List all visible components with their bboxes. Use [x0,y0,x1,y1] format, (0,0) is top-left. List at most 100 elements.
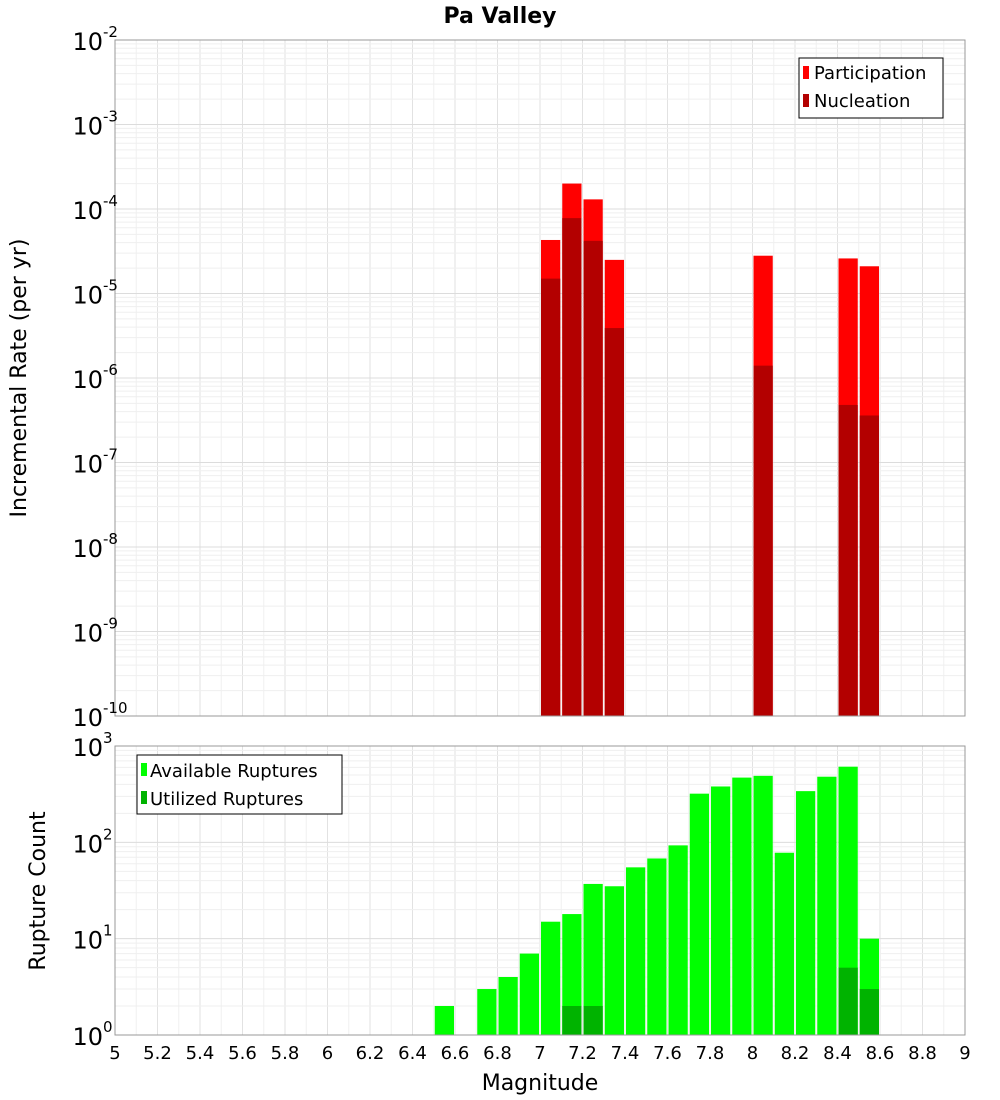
rate-bar-nucleation [583,240,603,716]
rate-plot-border [114,39,966,717]
y-tick-label-exponent: -10 [103,699,128,717]
chart-title: Pa Valley [443,4,556,29]
count-bars [434,766,879,1035]
y-tick-label-base: 10 [72,1023,103,1051]
x-tick-label: 8.6 [866,1043,895,1064]
count-bar-available-ruptures [711,786,731,1035]
rate-bars [541,183,879,717]
x-tick-labels: 5 5.2 5.4 5.6 5.8 6 6.2 6.4 6.6 6.8 7 7.2 7.4 7.6 7.8 8… [109,1043,970,1064]
x-tick-label: 5 [109,1043,120,1064]
y-tick-label-exponent: -9 [103,615,118,633]
y-tick-label-base: 10 [72,366,103,394]
x-tick-label: 5.4 [186,1043,215,1064]
x-tick-label: 7.2 [568,1043,597,1064]
x-tick-label: 8 [747,1043,758,1064]
count-bar-utilized-ruptures [583,1006,603,1035]
rate-y-axis-label: Incremental Rate (per yr) [7,239,32,518]
y-tick-label-base: 10 [72,620,103,648]
available-legend-label: Available Ruptures [150,761,318,782]
participation-legend-label: Participation [814,63,926,84]
y-tick-label-exponent: -7 [103,446,118,464]
y-tick-label-exponent: 1 [103,922,113,940]
count-bar-utilized-ruptures [859,989,879,1035]
x-tick-label: 5.2 [143,1043,172,1064]
y-tick-label-exponent: -8 [103,530,118,548]
rate-grid [114,40,966,717]
x-tick-label: 7.4 [611,1043,640,1064]
x-tick-label: 5.6 [228,1043,257,1064]
x-tick-label: 6.8 [483,1043,512,1064]
count-y-axis-label: Rupture Count [26,811,51,971]
x-tick-label: 6 [322,1043,333,1064]
y-tick-label-base: 10 [72,113,103,141]
y-tick-label-exponent: 2 [103,825,113,843]
x-tick-label: 6.4 [398,1043,427,1064]
rate-bar-nucleation [753,365,773,716]
count-bar-available-ruptures [753,775,773,1035]
nucleation-legend-swatch [803,94,809,107]
y-tick-label-base: 10 [72,28,103,56]
count-bar-available-ruptures [626,867,646,1035]
y-tick-label-exponent: -6 [103,361,118,379]
count-bar-available-ruptures [498,977,518,1035]
x-tick-label: 7.6 [653,1043,682,1064]
count-bar-available-ruptures [519,953,539,1035]
count-bar-available-ruptures [541,921,561,1035]
count-legend: Available Ruptures Utilized Ruptures [136,754,343,815]
y-tick-label-base: 10 [72,927,103,955]
x-tick-label: 9 [959,1043,970,1064]
count-bar-utilized-ruptures [838,967,858,1035]
y-tick-label-base: 10 [72,535,103,563]
x-tick-label: 6.6 [441,1043,470,1064]
count-bar-available-ruptures [583,883,603,1035]
count-bar-available-ruptures [796,791,816,1035]
x-tick-label: 7 [534,1043,545,1064]
x-tick-label: 7.8 [696,1043,725,1064]
available-legend-swatch [141,763,147,776]
count-bar-available-ruptures [817,776,837,1035]
y-tick-label-exponent: 0 [103,1018,113,1036]
rate-bar-nucleation [604,328,624,716]
y-tick-label-exponent: -4 [103,192,118,210]
y-tick-label-exponent: 3 [103,729,113,747]
y-tick-label-exponent: -5 [103,277,118,295]
rate-bar-nucleation [562,218,582,716]
rate-legend-box [798,57,944,119]
nucleation-legend-label: Nucleation [814,91,910,112]
y-tick-label-exponent: -2 [103,23,118,41]
y-tick-label-base: 10 [72,830,103,858]
count-bar-available-ruptures [477,989,497,1035]
count-bar-available-ruptures [689,793,709,1035]
x-tick-label: 8.4 [823,1043,852,1064]
utilized-legend-swatch [141,791,147,804]
count-bar-available-ruptures [668,845,688,1035]
x-tick-label: 8.8 [908,1043,937,1064]
x-tick-label: 5.8 [271,1043,300,1064]
y-tick-label-base: 10 [72,704,103,732]
count-legend-box [136,754,343,815]
x-tick-label: 6.2 [356,1043,385,1064]
count-bar-available-ruptures [647,858,667,1035]
rate-bar-nucleation [859,415,879,716]
count-plot-border [114,745,966,1036]
count-bar-available-ruptures [604,886,624,1035]
x-tick-label: 8.2 [781,1043,810,1064]
y-tick-label-base: 10 [72,734,103,762]
count-bar-utilized-ruptures [562,1006,582,1035]
y-tick-label-exponent: -3 [103,108,118,126]
x-axis-label: Magnitude [482,1071,599,1096]
rate-legend: Participation Nucleation [798,57,944,119]
rate-bar-nucleation [541,278,561,716]
count-bar-available-ruptures [434,1006,454,1035]
y-tick-label-base: 10 [72,451,103,479]
y-tick-label-base: 10 [72,197,103,225]
utilized-legend-label: Utilized Ruptures [150,789,303,810]
count-bar-available-ruptures [774,852,794,1035]
rate-bar-nucleation [838,404,858,716]
participation-legend-swatch [803,66,809,79]
